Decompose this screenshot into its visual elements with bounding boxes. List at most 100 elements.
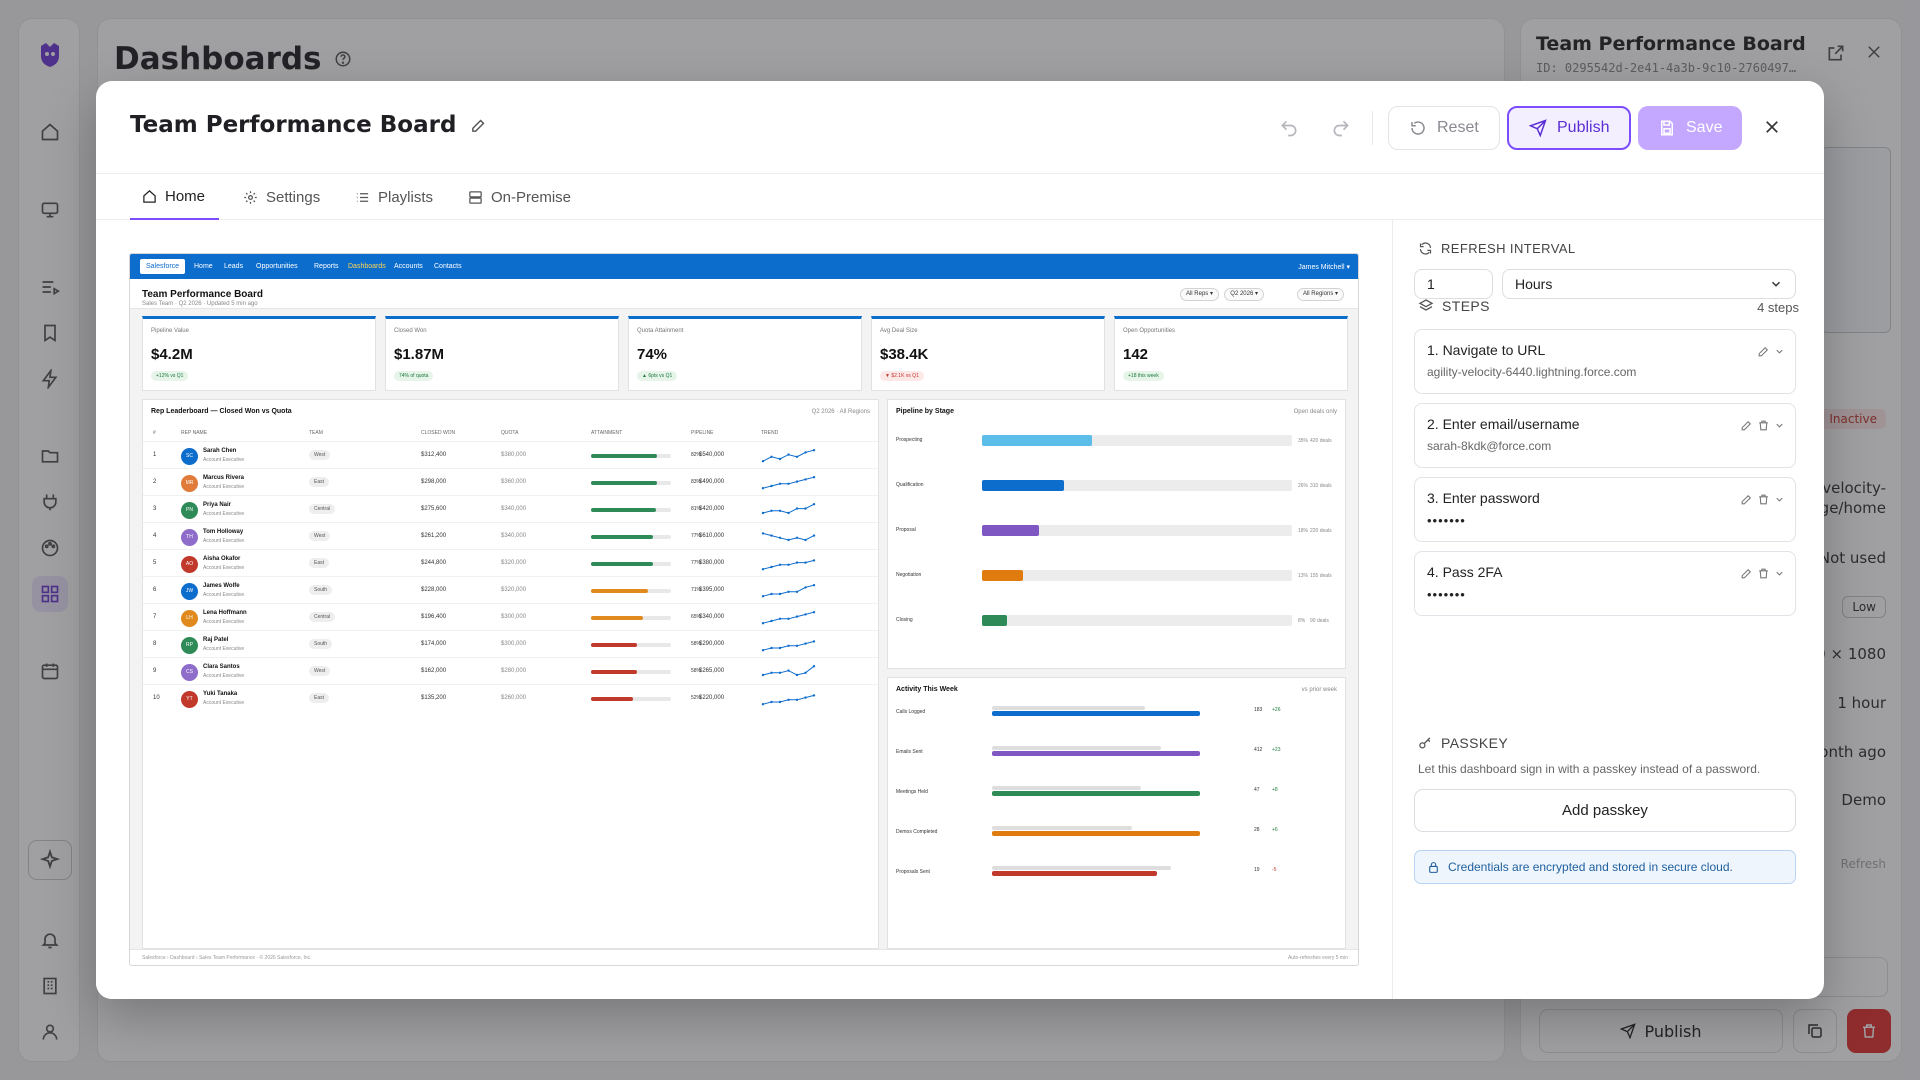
refresh-unit-select[interactable]: Hours [1502, 269, 1796, 299]
attainment-pct: 58% [691, 641, 702, 647]
bookmark-icon[interactable] [32, 315, 68, 351]
tab-on-premise[interactable]: On-Premise [468, 174, 571, 220]
leaderboard-header: # [153, 430, 156, 436]
leaderboard-header: PIPELINE [691, 430, 714, 436]
bell-icon[interactable] [32, 922, 68, 958]
chevron-down-icon[interactable] [1774, 345, 1785, 358]
copy-button[interactable] [1793, 1009, 1837, 1053]
external-link-icon[interactable] [1826, 43, 1846, 63]
tab-settings[interactable]: Settings [243, 174, 320, 220]
folder-icon[interactable] [32, 438, 68, 474]
user-icon[interactable] [32, 1014, 68, 1050]
refresh-interval-title: REFRESH INTERVAL [1441, 241, 1576, 256]
preview-nav-item[interactable]: Reports [314, 263, 339, 270]
activity-label: Emails Sent [896, 749, 923, 755]
step-item[interactable]: 1. Navigate to URL agility-velocity-6440.… [1414, 329, 1796, 394]
chevron-down-icon[interactable] [1774, 493, 1785, 506]
close-panel-icon[interactable] [1865, 43, 1883, 61]
pipeline-value: $490,000 [699, 479, 725, 485]
kpi-delta: 74% of quota [394, 371, 434, 381]
attainment-pct: 83% [691, 479, 702, 485]
trash-icon[interactable] [1757, 567, 1770, 580]
preview-nav-item[interactable]: Leads [224, 263, 244, 270]
preview-nav-item[interactable]: Home [194, 263, 213, 270]
trend-point [778, 592, 782, 596]
stage-deals: 90 deals [1310, 618, 1329, 624]
quota: $300,000 [501, 641, 527, 647]
edit-icon[interactable] [1740, 567, 1753, 580]
gear-icon [243, 190, 258, 205]
lightning-icon[interactable] [32, 361, 68, 397]
dashboard-preview[interactable]: Salesforce Home Leads Opportunities Reports… [129, 253, 1359, 966]
reset-button[interactable]: Reset [1388, 106, 1500, 150]
step-item[interactable]: 3. Enter password ••••••• [1414, 477, 1796, 542]
help-icon[interactable] [334, 50, 352, 68]
chevron-down-icon[interactable] [1774, 419, 1785, 432]
trend-point [804, 642, 807, 645]
step-actions [1740, 419, 1785, 432]
publish-button[interactable]: Publish [1507, 106, 1632, 150]
edit-icon[interactable] [1740, 493, 1753, 506]
undo-icon[interactable] [1279, 118, 1299, 138]
reset-icon [1409, 119, 1427, 137]
stage-pct: 18% [1298, 528, 1309, 534]
preview-nav-item[interactable]: Accounts [394, 263, 423, 270]
palette-icon[interactable] [32, 530, 68, 566]
avatar: MR [181, 475, 198, 492]
quota: $380,000 [501, 452, 527, 458]
detail-refresh-link[interactable]: Refresh [1840, 857, 1886, 871]
edit-title-icon[interactable] [470, 117, 487, 134]
detail-title: Team Performance Board [1536, 33, 1806, 55]
attainment-bar [591, 562, 671, 566]
team-badge: West [309, 666, 331, 676]
stage-label: Negotiation [896, 572, 922, 578]
trend-point [770, 484, 773, 488]
dashboards-icon[interactable] [32, 576, 68, 612]
attainment-pct: 81% [691, 506, 702, 512]
trend-point [761, 622, 765, 625]
kpi-delta: +12% vs Q1 [151, 371, 189, 381]
preview-logo: Salesforce [140, 259, 186, 274]
add-passkey-button[interactable]: Add passkey [1414, 789, 1796, 832]
close-icon[interactable] [1763, 118, 1781, 136]
monitor-icon[interactable] [32, 192, 68, 228]
trash-icon[interactable] [1757, 419, 1770, 432]
calendar-icon[interactable] [32, 653, 68, 689]
rep-role: Account Executive [203, 457, 245, 463]
ai-sparkle-icon[interactable] [28, 840, 72, 880]
delete-button[interactable] [1847, 1009, 1891, 1053]
stage-bar [982, 615, 1292, 626]
step-item[interactable]: 4. Pass 2FA ••••••• [1414, 551, 1796, 616]
stage-fill [982, 525, 1039, 536]
app-logo-icon[interactable] [32, 37, 68, 73]
preview-nav-item[interactable]: Dashboards [348, 263, 386, 270]
trend-point [761, 649, 765, 652]
chevron-down-icon[interactable] [1774, 567, 1785, 580]
refresh-value-input[interactable]: 1 [1414, 269, 1493, 299]
preview-nav-item[interactable]: Contacts [434, 263, 462, 270]
step-item[interactable]: 2. Enter email/username sarah-8kdk@force.… [1414, 403, 1796, 468]
leaderboard-header: TREND [761, 430, 779, 436]
row-rank: 7 [153, 614, 157, 620]
home-icon[interactable] [32, 114, 68, 150]
activity-label: Calls Logged [896, 709, 926, 715]
playlist-icon[interactable] [32, 269, 68, 305]
building-icon[interactable] [32, 968, 68, 1004]
save-button[interactable]: Save [1638, 106, 1743, 150]
tab-playlists[interactable]: Playlists [355, 174, 433, 220]
edit-icon[interactable] [1740, 419, 1753, 432]
tab-home[interactable]: Home [130, 174, 220, 220]
preview-footer-left: Salesforce › Dashboard › Sales Team Perf… [142, 955, 312, 961]
table-row: 10 YT Yuki Tanaka Account Executive East $135… [143, 684, 878, 711]
activity-current-bar [992, 711, 1200, 716]
edit-icon[interactable] [1757, 345, 1770, 358]
preview-nav-item[interactable]: Opportunities [256, 263, 298, 270]
detail-publish-button[interactable]: Publish [1539, 1009, 1783, 1053]
redo-icon[interactable] [1331, 118, 1351, 138]
trash-icon[interactable] [1757, 493, 1770, 506]
step-actions [1757, 345, 1785, 358]
detail-thumbnail[interactable] [1821, 147, 1891, 333]
table-row: 2 MR Marcus Rivera Account Executive East $29… [143, 468, 878, 495]
leaderboard-card: Rep Leaderboard — Closed Won vs Quota Q2… [142, 399, 879, 949]
plug-icon[interactable] [32, 484, 68, 520]
